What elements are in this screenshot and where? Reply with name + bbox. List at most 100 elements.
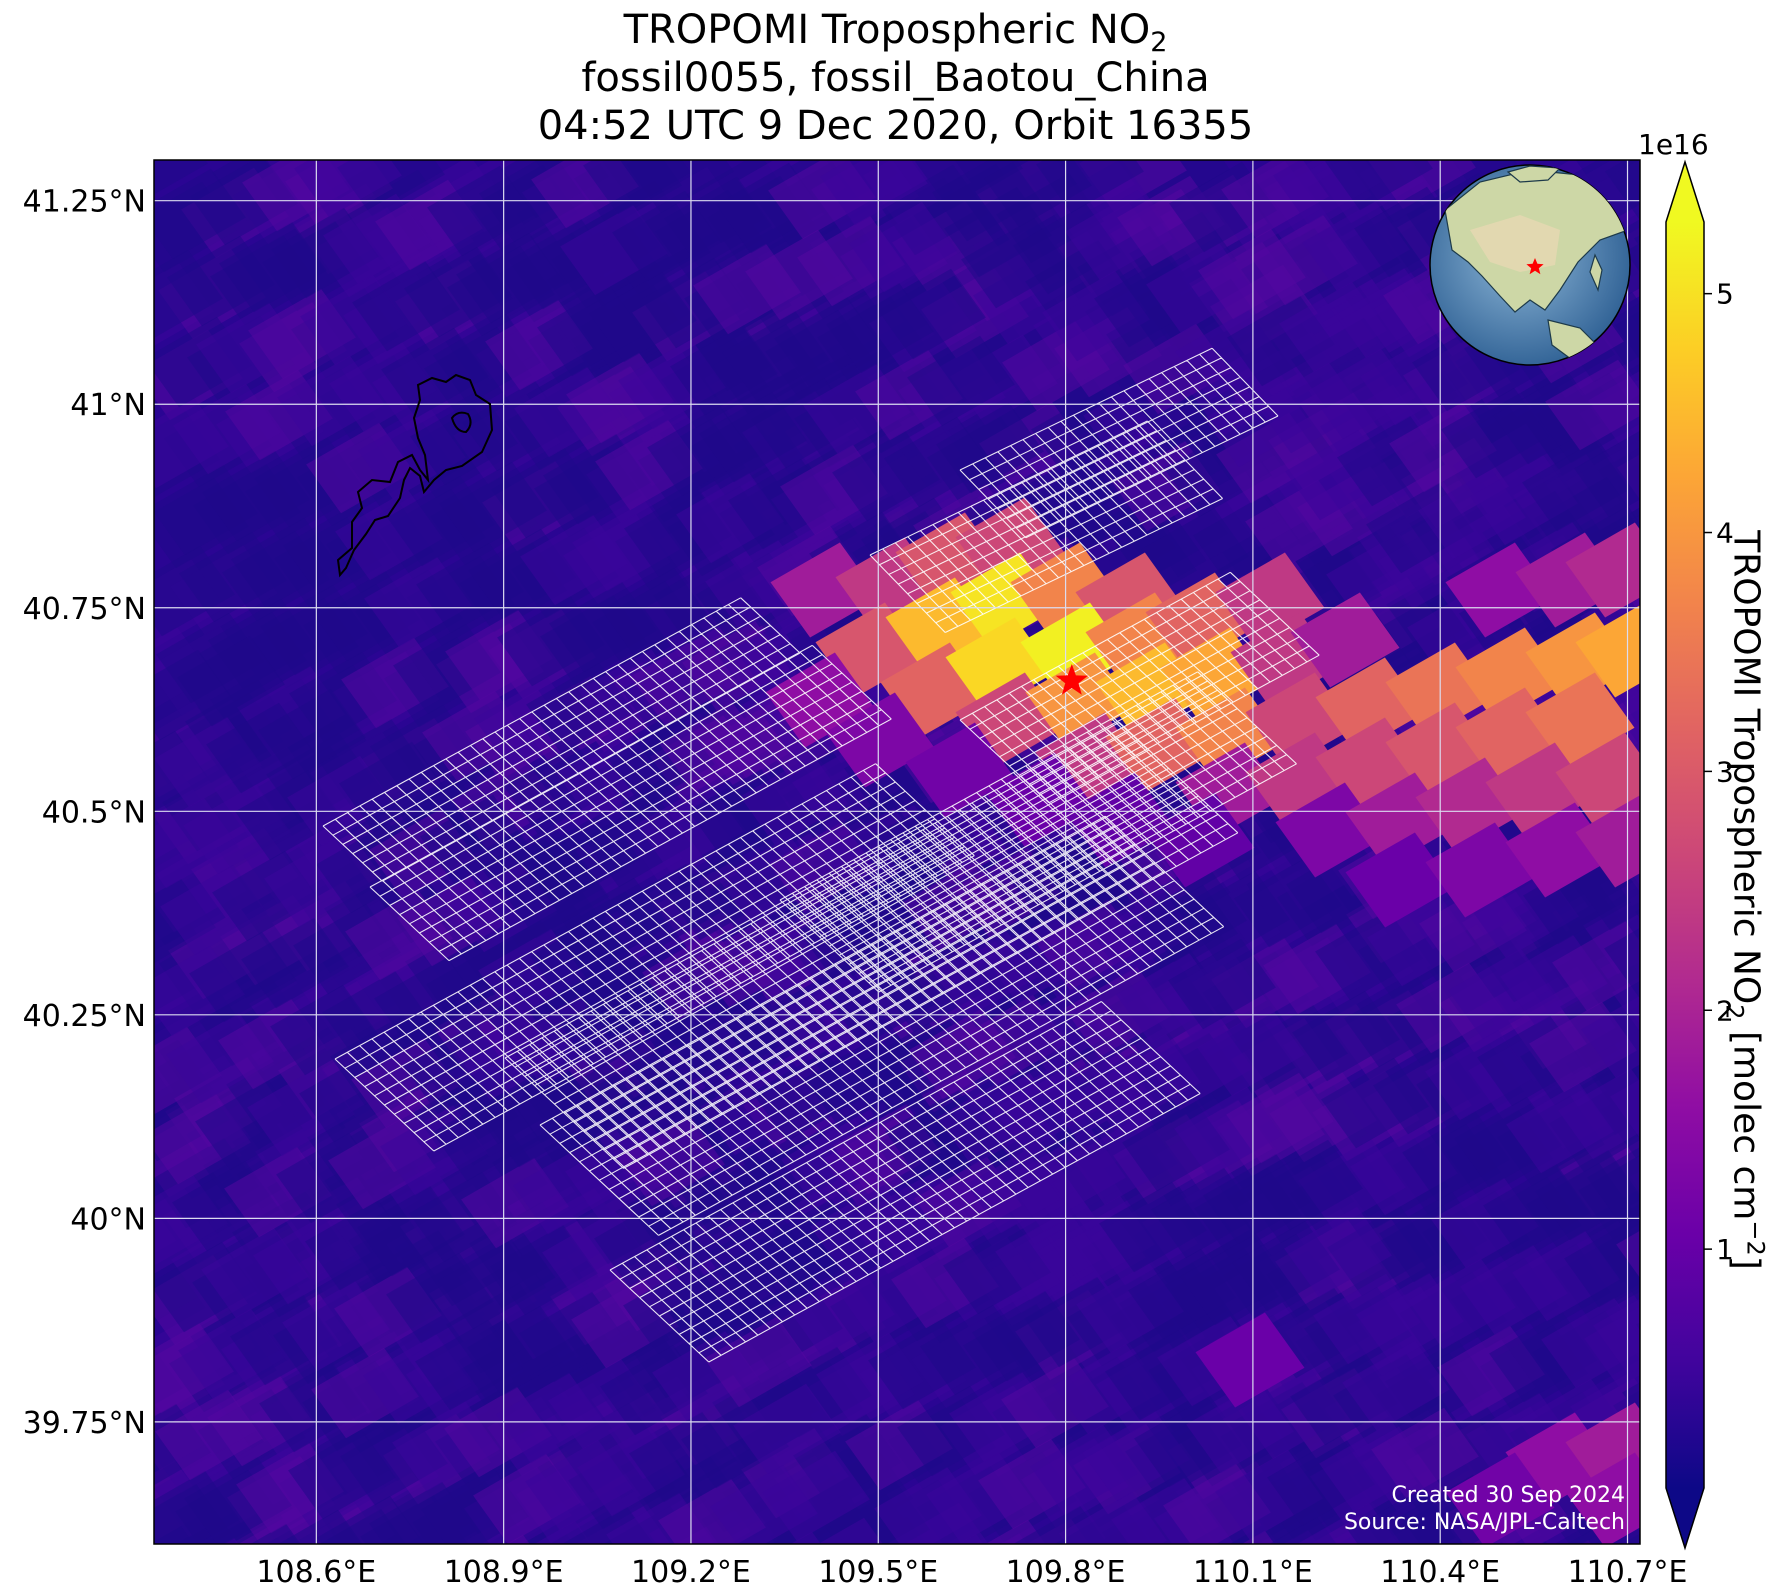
background-pixel xyxy=(849,201,957,293)
background-pixel xyxy=(704,1316,812,1408)
title-line-2: fossil0055, fossil_Baotou_China xyxy=(581,55,1210,101)
no2-pixel xyxy=(1195,1312,1305,1408)
no2-pixel xyxy=(770,542,880,638)
colorbar-extend-min xyxy=(1666,1488,1704,1548)
background-pixel xyxy=(1342,1340,1450,1432)
background-pixel xyxy=(1605,160,1640,221)
colorbar: 1 2 3 4 5 1e16 xyxy=(1638,128,1734,1551)
background-pixel xyxy=(1325,160,1433,211)
sampling-grid-mesh xyxy=(322,347,1320,1363)
no2-pixel xyxy=(1575,795,1640,888)
background-pixel xyxy=(733,1383,841,1475)
coastline xyxy=(336,373,494,578)
background-pixel xyxy=(1696,1313,1791,1404)
background-pixel xyxy=(109,1552,217,1592)
background-pixel xyxy=(177,635,285,727)
latitude-tick-label: 39.75°N xyxy=(23,1406,146,1441)
background-pixel xyxy=(790,1531,821,1544)
background-pixel xyxy=(154,160,208,195)
background-pixel xyxy=(1634,235,1640,247)
background-pixel xyxy=(1593,1298,1640,1375)
latitude-tick-label: 40.75°N xyxy=(23,592,146,627)
title-line-1: TROPOMI Tropospheric NO2 xyxy=(623,7,1168,58)
no2-pixel xyxy=(905,722,1015,818)
background-pixel xyxy=(588,1048,696,1140)
colorbar-tick-label: 2 xyxy=(1716,994,1734,1027)
no2-pixel xyxy=(1575,605,1640,698)
background-pixel xyxy=(420,794,528,886)
no2-field: Created 30 Sep 2024 Source: NASA/JPL-Cal… xyxy=(109,160,1791,1592)
background-pixel xyxy=(675,1249,783,1341)
source-location-star-icon xyxy=(1055,664,1088,695)
grid-mesh-block xyxy=(504,721,1239,1169)
background-pixel xyxy=(1581,995,1640,1079)
source-credit: Source: NASA/JPL-Caltech xyxy=(1344,1510,1625,1535)
background-pixel xyxy=(1371,1407,1479,1499)
grid-mesh-block xyxy=(959,347,1279,539)
source-star-shape xyxy=(1055,664,1088,695)
longitude-tick-label: 109.8°E xyxy=(1006,1555,1126,1590)
colorbar-tick-label: 1 xyxy=(1716,1233,1734,1266)
colorbar-outline xyxy=(1665,159,1705,1551)
colorbar-tick-label: 4 xyxy=(1716,517,1734,550)
map-frame xyxy=(153,159,1641,1545)
longitude-tick-label: 110.4°E xyxy=(1380,1555,1500,1590)
colorbar-ticks: 1 2 3 4 5 xyxy=(1704,278,1734,1266)
colorbar-tick-label: 3 xyxy=(1716,755,1734,788)
background-pixel xyxy=(1313,1273,1421,1365)
colorbar-extend-max xyxy=(1666,162,1704,222)
background-pixel xyxy=(1587,1147,1640,1227)
background-pixel xyxy=(1628,1533,1640,1544)
background-pixel xyxy=(878,268,986,360)
grid-mesh-block xyxy=(869,420,1223,633)
longitude-tick-label: 108.6°E xyxy=(256,1555,376,1590)
background-pixel xyxy=(820,160,928,226)
background-pixel xyxy=(1197,1005,1305,1097)
grid-mesh-block xyxy=(539,815,1225,1236)
no2-pixel xyxy=(1065,772,1175,868)
longitude-tick-label: 109.5°E xyxy=(818,1555,938,1590)
background-pixel xyxy=(1241,1530,1275,1544)
colorbar-exponent-label: 1e16 xyxy=(1638,128,1709,161)
background-pixel xyxy=(1604,927,1640,998)
no2-pixel xyxy=(1445,1452,1555,1544)
no2-pixel xyxy=(955,497,1065,593)
background-pixel xyxy=(1036,160,1144,214)
background-pixel xyxy=(1564,1216,1640,1308)
longitude-tick-labels: 108.6°E 108.9°E 109.2°E 109.5°E 109.8°E 110.1… xyxy=(256,1555,1687,1590)
background-pixel xyxy=(152,1551,260,1592)
background-pixel xyxy=(1168,938,1276,1030)
grid-mesh-block xyxy=(369,644,892,962)
colorbar-gradient xyxy=(1666,222,1704,1488)
longitude-tick-label: 109.2°E xyxy=(631,1555,751,1590)
background-pixel xyxy=(1545,359,1640,451)
grid-mesh-block xyxy=(322,597,801,882)
no2-pixel xyxy=(1425,822,1535,918)
background-pixel xyxy=(936,402,1044,494)
no2-pixel xyxy=(1290,592,1400,688)
latitude-tick-label: 41°N xyxy=(70,388,146,423)
longitude-tick-label: 108.9°E xyxy=(444,1555,564,1590)
no2-pixel xyxy=(1565,522,1640,618)
background-pixel xyxy=(1574,430,1640,518)
background-pixel xyxy=(762,1450,870,1542)
background-pixel xyxy=(958,1533,984,1544)
latitude-tick-label: 40.5°N xyxy=(42,795,146,830)
colorbar-tick-label: 5 xyxy=(1716,278,1734,311)
latitude-tick-label: 40°N xyxy=(70,1202,146,1237)
longitude-tick-label: 110.7°E xyxy=(1568,1555,1688,1590)
background-pixel xyxy=(1611,302,1640,360)
inset-marker-star-icon xyxy=(1526,258,1544,275)
background-pixel xyxy=(1694,1417,1791,1508)
created-credit: Created 30 Sep 2024 xyxy=(1392,1483,1626,1508)
graticule xyxy=(154,160,1640,1544)
grid-mesh-block xyxy=(609,1001,1201,1363)
no2-plume-pixels xyxy=(765,497,1640,1544)
background-pixel xyxy=(1284,1206,1392,1298)
background-pixel xyxy=(617,1115,725,1207)
colorbar-label: TROPOMI Tropospheric NO2 [molec cm−2] xyxy=(1720,530,1770,1270)
background-pixel xyxy=(258,688,366,780)
background-pixel xyxy=(1610,1079,1640,1139)
no2-pixel xyxy=(1565,1452,1640,1544)
